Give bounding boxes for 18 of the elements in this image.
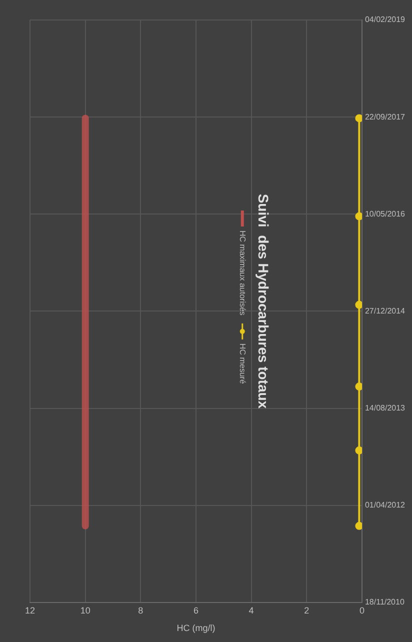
x-axis-title: HC (mg/l) (176, 623, 216, 634)
y-tick-label: 22/09/2017 (364, 112, 406, 122)
x-tick-label: 4 (248, 605, 254, 616)
y-tick-label: 18/11/2010 (364, 598, 405, 607)
y-tick-label: 01/04/2012 (364, 500, 406, 510)
x-tick-label: 0 (359, 605, 364, 616)
x-tick-label: 6 (193, 605, 198, 616)
x-tick-label: 8 (138, 605, 144, 616)
x-tick-label: 12 (24, 605, 36, 616)
text: Suivi des Hydrocarbures totaux (256, 194, 272, 409)
y-tick-label: 27/12/2014 (364, 306, 406, 316)
x-tick-label: 10 (80, 605, 90, 616)
legend-label: HC mesuré (238, 343, 248, 384)
y-tick-label: 04/02/2019 (364, 15, 406, 24)
y-tick-label: 10/05/2016 (364, 209, 406, 218)
x-tick-label: 2 (304, 605, 310, 616)
legend-label: HC maximaux autorisés (238, 230, 248, 316)
y-tick-label: 14/08/2013 (364, 403, 406, 412)
